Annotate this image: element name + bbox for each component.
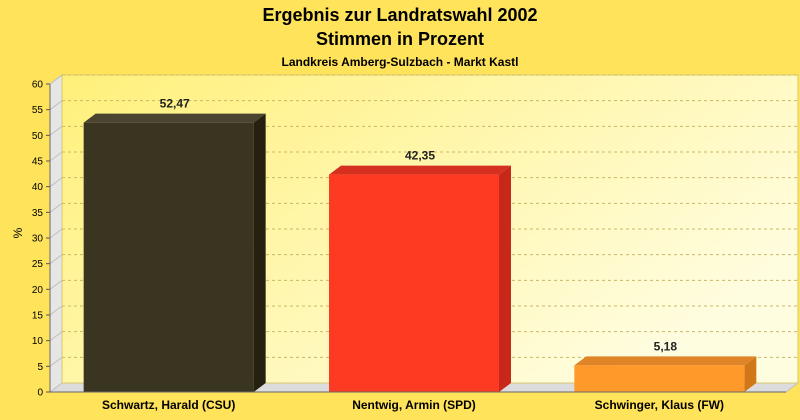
x-tick-label: Schwinger, Klaus (FW)	[595, 398, 724, 412]
gridline-side	[49, 254, 63, 265]
x-tick-label: Schwartz, Harald (CSU)	[102, 398, 235, 412]
bar-side	[253, 113, 266, 393]
gridline-side	[49, 279, 63, 290]
y-axis: 0 5 10 15 20 25 30 35 40 45 50 55 60	[32, 80, 51, 399]
y-tick-label: 30	[32, 234, 44, 245]
y-axis-label: %	[11, 227, 25, 238]
gridline-side	[49, 228, 63, 239]
bar-front	[83, 122, 254, 393]
gridline-side	[49, 177, 63, 188]
y-tick-label: 50	[32, 131, 44, 142]
bars: 52,47 42,35 5,18	[83, 97, 757, 393]
data-label: 52,47	[160, 97, 190, 111]
y-tick-label: 20	[32, 285, 44, 296]
y-tick-label: 45	[32, 157, 44, 168]
bar-front	[574, 365, 745, 392]
y-tick-label: 55	[32, 105, 44, 116]
y-tick-label: 35	[32, 208, 44, 219]
gridline-side	[49, 151, 63, 162]
gridline-side	[49, 202, 63, 213]
y-tick-label: 60	[32, 80, 44, 91]
y-tick-label: 0	[37, 388, 43, 399]
bar-front	[329, 174, 499, 392]
data-label: 5,18	[654, 339, 678, 353]
y-tick-label: 5	[37, 362, 43, 373]
x-axis: Schwartz, Harald (CSU) Nentwig, Armin (SP…	[50, 391, 786, 412]
chart-subtitle: Stimmen in Prozent	[316, 29, 484, 49]
bar-side	[744, 356, 757, 392]
chart-note: Landkreis Amberg-Sulzbach - Markt Kastl	[282, 55, 519, 69]
bar-top	[329, 165, 511, 175]
bar: 42,35	[329, 149, 511, 392]
gridline-side	[49, 331, 63, 342]
gridline-side	[49, 305, 63, 316]
y-tick-label: 10	[32, 336, 44, 347]
bar: 52,47	[83, 97, 266, 393]
x-tick-label: Nentwig, Armin (SPD)	[352, 398, 476, 412]
gridline-side	[49, 125, 63, 136]
bar: 5,18	[574, 339, 757, 392]
bar-side	[499, 165, 511, 392]
bar-top	[574, 356, 757, 366]
data-label: 42,35	[405, 149, 435, 163]
gridline-side	[49, 356, 63, 367]
gridline-side	[49, 100, 63, 111]
bar-top	[83, 113, 266, 123]
y-tick-label: 40	[32, 182, 44, 193]
gridline-side	[49, 74, 63, 85]
y-tick-label: 25	[32, 259, 44, 270]
y-tick-label: 15	[32, 311, 44, 322]
chart-title: Ergebnis zur Landratswahl 2002	[262, 5, 537, 25]
